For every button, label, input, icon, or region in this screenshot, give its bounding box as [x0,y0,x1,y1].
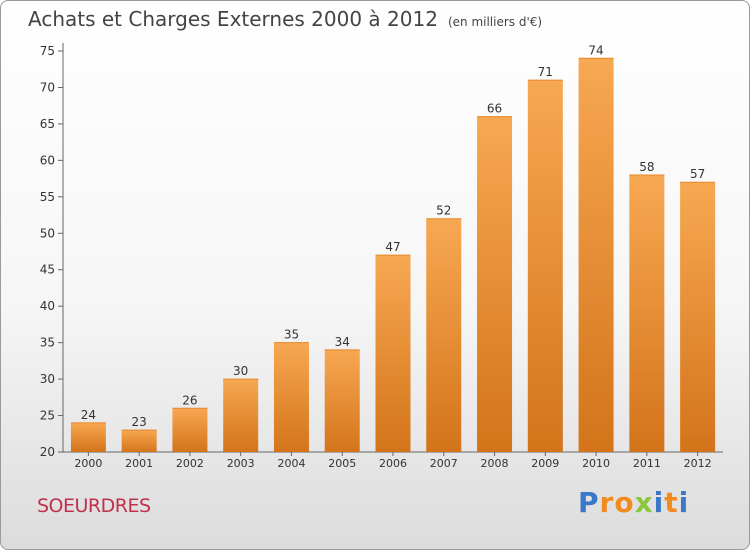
bar [578,58,614,453]
bar [629,174,665,453]
x-tick-label: 2009 [531,457,559,470]
bar [223,379,259,452]
data-label: 30 [233,364,248,378]
data-label: 47 [385,240,400,254]
chart-title-text: Achats et Charges Externes 2000 à 2012 [28,7,438,31]
data-label: 23 [132,415,147,429]
y-tick-label: 40 [40,299,55,313]
y-tick-label: 30 [40,372,55,386]
x-tick-label: 2008 [481,457,509,470]
logo-letter: t [664,486,679,519]
x-tick-label: 2011 [633,457,661,470]
chart-title: Achats et Charges Externes 2000 à 2012 (e… [28,7,542,31]
y-tick-label: 75 [40,44,55,58]
data-label: 66 [487,102,502,116]
y-tick-label: 45 [40,263,55,277]
y-tick-label: 35 [40,336,55,350]
bar [426,218,462,452]
y-tick-label: 20 [40,445,55,459]
x-tick-label: 2005 [328,457,356,470]
data-label: 57 [690,167,705,181]
bar [324,349,360,452]
logo-letter: o [614,486,635,519]
x-tick-label: 2007 [430,457,458,470]
logo-letter: r [599,486,615,519]
logo-letter: P [578,486,600,519]
data-label: 26 [182,393,197,407]
bar [273,342,309,452]
y-tick-label: 50 [40,226,55,240]
bar [527,80,563,452]
data-label: 35 [284,328,299,342]
x-tick-label: 2010 [582,457,610,470]
bar [70,422,106,452]
data-label: 52 [436,204,451,218]
data-label: 34 [335,335,350,349]
bar [172,408,208,452]
data-label: 71 [538,65,553,79]
commune-name: SOEURDRES [37,495,151,517]
x-tick-label: 2012 [684,457,712,470]
data-label: 58 [639,160,654,174]
bar [375,255,411,452]
x-tick-label: 2004 [277,457,305,470]
x-tick-label: 2002 [176,457,204,470]
data-label: 24 [81,408,96,422]
y-tick-label: 60 [40,153,55,167]
x-tick-label: 2000 [74,457,102,470]
proxiti-logo[interactable]: Proxiti [578,486,689,519]
data-label: 74 [588,43,603,57]
x-tick-label: 2003 [227,457,255,470]
chart-subtitle: (en milliers d'€) [447,15,543,29]
bar [121,430,157,452]
y-tick-label: 25 [40,409,55,423]
y-tick-label: 55 [40,190,55,204]
bar [477,116,513,453]
y-tick-label: 70 [40,80,55,94]
x-tick-label: 2006 [379,457,407,470]
logo-letter: x [634,486,654,519]
logo-letter: i [678,486,690,519]
x-tick-label: 2001 [125,457,153,470]
bar [680,182,716,452]
logo-letter: i [653,486,665,519]
y-tick-label: 65 [40,117,55,131]
